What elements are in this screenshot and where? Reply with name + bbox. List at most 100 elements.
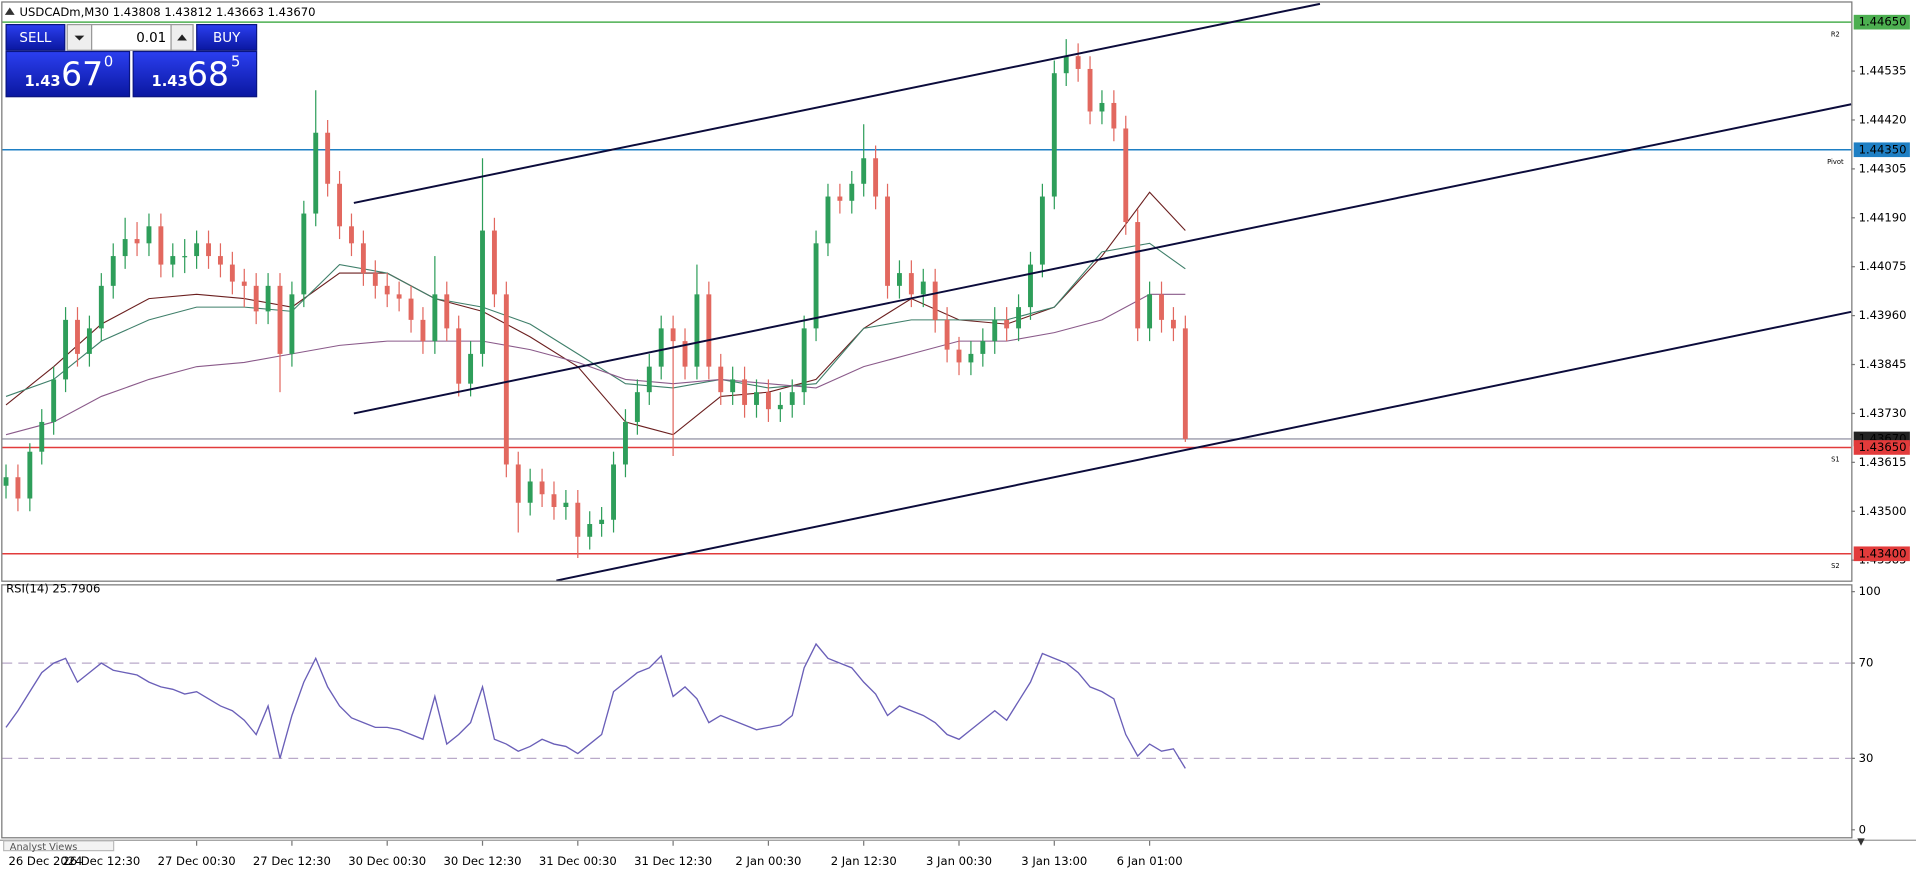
trade-panel: SELL 0.01 BUY 1.43 67 0 1.43 68 5 — [5, 23, 258, 98]
y-tick-label: 1.43960 — [1859, 308, 1907, 322]
candle-body — [1039, 196, 1045, 265]
candle-body — [873, 158, 879, 197]
candle-body — [754, 392, 759, 405]
candle-body — [634, 392, 640, 422]
x-tick-label: 26 Dec 12:30 — [62, 854, 140, 868]
candle-body — [861, 158, 867, 184]
rsi-frame — [1, 584, 1853, 839]
candle-body — [503, 294, 509, 465]
candle-body — [896, 273, 902, 286]
candle-body — [575, 502, 581, 537]
candle-body — [1051, 73, 1057, 197]
level-name: Pivot — [1827, 158, 1844, 166]
candle-body — [3, 477, 9, 486]
candle-body — [765, 392, 771, 410]
candle-body — [468, 353, 474, 384]
candle-body — [15, 477, 21, 499]
candle-body — [825, 196, 831, 244]
candle-body — [229, 264, 235, 282]
y-tick-label: 1.44305 — [1859, 161, 1907, 175]
buy-button[interactable] — [196, 23, 258, 51]
candle-body — [325, 132, 331, 184]
candle-body — [134, 239, 140, 244]
moving-average — [5, 293, 1186, 436]
candle-body — [611, 464, 616, 520]
candle-body — [1063, 56, 1069, 74]
trendline — [353, 103, 1852, 415]
scroll-icon[interactable] — [1857, 838, 1865, 846]
level-name: S1 — [1831, 456, 1840, 464]
candle-body — [539, 481, 545, 495]
candle-body — [194, 243, 200, 257]
y-tick-label: 100 — [1859, 584, 1881, 598]
candle-body — [384, 285, 390, 295]
candle-body — [456, 328, 462, 384]
candle-body — [849, 183, 855, 201]
lot-field[interactable] — [91, 23, 172, 51]
sell-button[interactable] — [5, 23, 66, 51]
x-tick-label: 26 Dec 2024 — [8, 854, 82, 868]
candle-body — [265, 285, 271, 312]
candle-body — [801, 328, 807, 393]
candle-body — [1004, 319, 1010, 329]
candle-body — [51, 379, 57, 422]
rsi-title: RSI(14) 25.7906 — [6, 582, 100, 596]
ask-quote[interactable] — [132, 50, 258, 98]
candle-body — [670, 328, 676, 342]
candle-body — [730, 379, 736, 393]
candle-body — [885, 196, 890, 286]
level-label: 1.44650 — [1859, 15, 1907, 29]
candle-body — [39, 421, 45, 452]
candle-body — [789, 392, 795, 405]
x-tick-label: 2 Jan 12:30 — [831, 854, 897, 868]
y-tick-label: 0 — [1859, 822, 1866, 836]
candle-body — [63, 319, 69, 380]
candle-body — [1123, 128, 1129, 223]
y-tick-label: 1.43845 — [1859, 357, 1907, 371]
candle-body — [206, 243, 211, 257]
y-tick-label: 70 — [1859, 656, 1874, 670]
candle-body — [491, 230, 497, 295]
candle-body — [337, 183, 343, 227]
candle-body — [253, 285, 259, 312]
candle-body — [563, 502, 569, 508]
candle-body — [742, 379, 748, 405]
candle-body — [1016, 307, 1022, 329]
candle-body — [718, 366, 724, 393]
level-label: 1.44350 — [1859, 142, 1907, 156]
candle-body — [158, 226, 164, 265]
candle-body — [908, 273, 914, 295]
candle-body — [968, 353, 974, 363]
analyst-tab[interactable] — [3, 840, 115, 852]
y-tick-label: 1.44190 — [1859, 210, 1907, 224]
chart-header: USDCADm,M30 1.43808 1.43812 1.43663 1.43… — [20, 5, 316, 19]
bid-quote[interactable] — [5, 50, 131, 98]
y-tick-label: 1.44420 — [1859, 112, 1907, 126]
candle-body — [1170, 319, 1176, 329]
candle-body — [980, 341, 986, 354]
candle-body — [396, 294, 402, 299]
y-tick-label: 1.44535 — [1859, 64, 1907, 78]
moving-average — [5, 191, 1186, 436]
candle-body — [432, 294, 438, 342]
candle-body — [86, 328, 92, 354]
candle-body — [110, 256, 116, 286]
y-tick-label: 30 — [1859, 751, 1874, 765]
y-tick-label: 1.43615 — [1859, 455, 1907, 469]
candle-body — [301, 213, 307, 295]
x-tick-label: 27 Dec 12:30 — [253, 854, 331, 868]
candle-body — [1182, 328, 1188, 439]
candle-body — [170, 256, 176, 265]
candle-body — [360, 243, 366, 274]
collapse-icon[interactable] — [4, 7, 15, 15]
x-tick-label: 6 Jan 01:00 — [1117, 854, 1183, 868]
analyst-tab-label: Analyst Views — [10, 842, 78, 853]
candle-body — [1099, 102, 1105, 112]
lot-down-icon — [74, 35, 85, 41]
candle-body — [551, 494, 557, 508]
candle-body — [146, 226, 152, 244]
candle-body — [313, 132, 319, 214]
candle-body — [480, 230, 485, 354]
